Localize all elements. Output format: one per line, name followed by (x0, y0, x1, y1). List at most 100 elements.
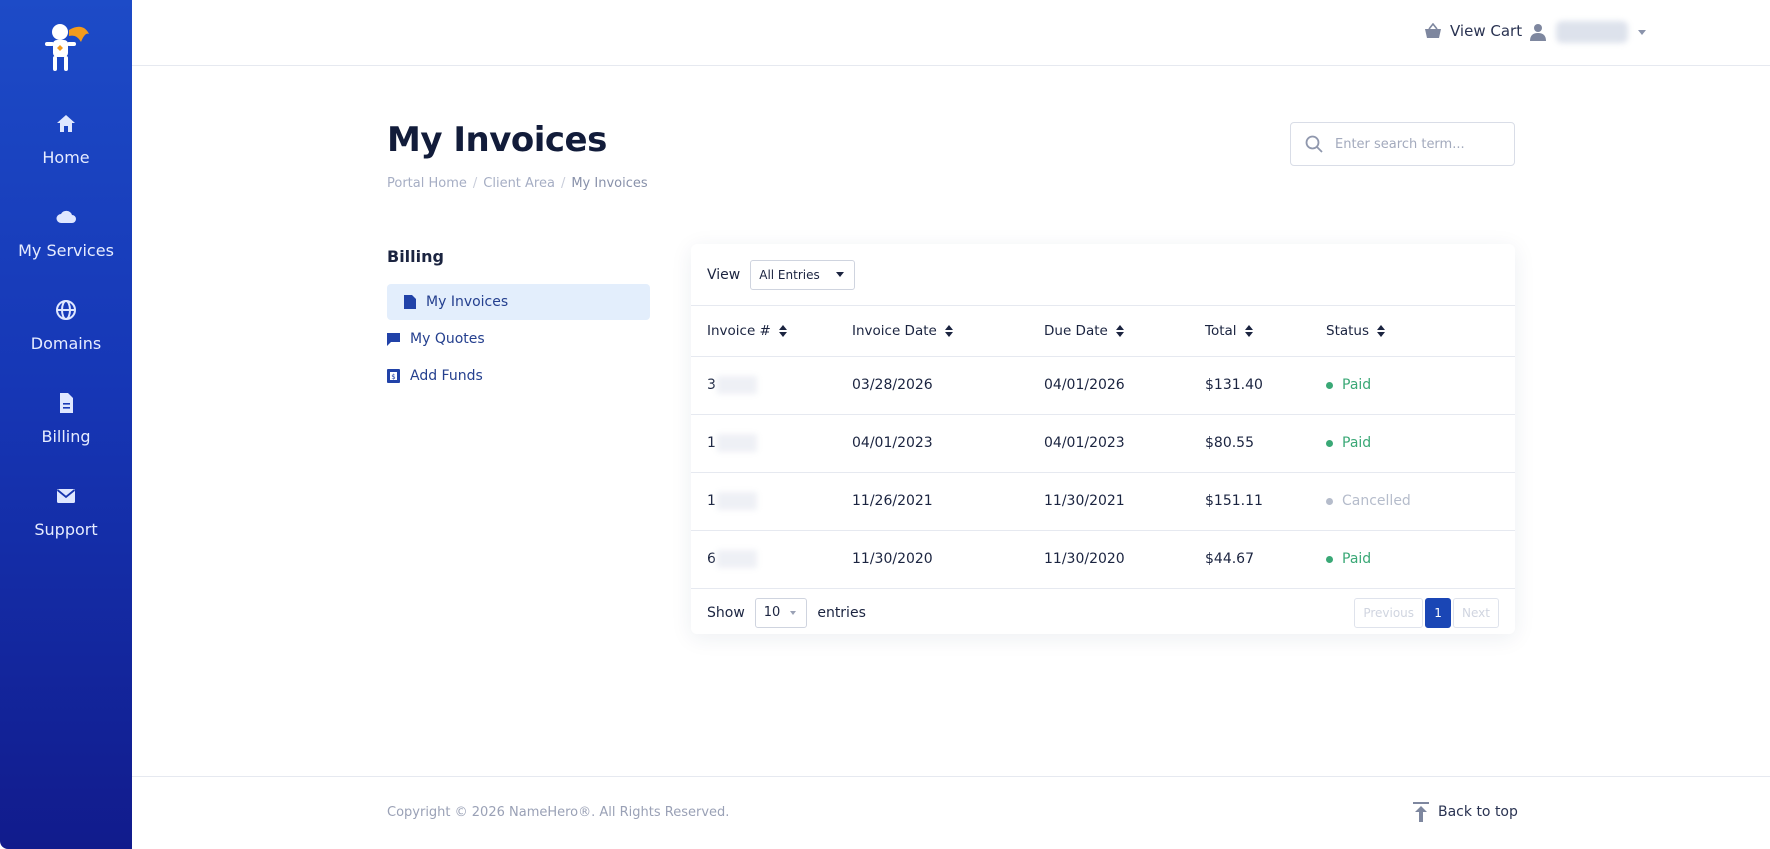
redacted-text (716, 376, 757, 394)
nav-home[interactable]: Home (0, 112, 132, 167)
invoice-date-cell: 04/01/2023 (852, 414, 1044, 473)
breadcrumb-client-area[interactable]: Client Area (483, 176, 555, 191)
page-footer: Copyright © 2026 NameHero®. All Rights R… (132, 776, 1770, 849)
nav-domains[interactable]: Domains (0, 298, 132, 353)
view-filter-select[interactable]: All Entries (750, 259, 855, 290)
table-row[interactable]: 6 11/30/2020 11/30/2020 $44.67 Paid (691, 530, 1515, 589)
status-badge: Paid (1326, 377, 1371, 393)
invoice-date-cell: 03/28/2026 (852, 356, 1044, 415)
billing-menu-my-invoices[interactable]: My Invoices (387, 284, 650, 320)
status-dot (1326, 555, 1333, 563)
table-row[interactable]: 3 03/28/2026 04/01/2026 $131.40 Paid (691, 356, 1515, 415)
pagination-previous-button[interactable]: Previous (1354, 597, 1424, 628)
billing-menu-label: My Invoices (426, 294, 509, 310)
user-menu[interactable] (1530, 21, 1646, 43)
sort-icon (1115, 324, 1124, 337)
search-icon (1305, 135, 1323, 153)
redacted-text (716, 550, 757, 568)
nav-billing[interactable]: Billing (0, 391, 132, 446)
invoice-number-cell: 6 (691, 530, 852, 589)
redacted-text (716, 492, 757, 510)
breadcrumb-separator: / (560, 176, 566, 191)
view-cart-label: View Cart (1450, 22, 1523, 40)
view-filter-value: All Entries (759, 267, 820, 282)
due-date-cell: 11/30/2020 (1044, 530, 1205, 589)
nav-support[interactable]: Support (0, 484, 132, 539)
namehero-logo[interactable] (43, 20, 93, 76)
sort-icon (944, 324, 953, 337)
nav-domains-label: Domains (30, 334, 102, 353)
status-cell: Cancelled (1326, 472, 1515, 531)
search-box[interactable] (1290, 122, 1515, 166)
view-filter-row: View All Entries (691, 244, 1515, 306)
copyright-text: Copyright © 2026 NameHero®. All Rights R… (387, 805, 730, 820)
nav-billing-label: Billing (41, 427, 91, 446)
envelope-icon (56, 489, 76, 503)
status-cell: Paid (1326, 530, 1515, 589)
user-name-redacted (1556, 21, 1628, 43)
chevron-down-icon (835, 272, 844, 277)
view-cart-link[interactable]: View Cart (1424, 22, 1522, 40)
invoice-date-cell: 11/30/2020 (852, 530, 1044, 589)
billing-menu-title: Billing (387, 247, 444, 266)
status-badge: Cancelled (1326, 493, 1411, 509)
redacted-text (716, 434, 757, 452)
billing-menu-add-funds[interactable]: $ Add Funds (387, 358, 650, 394)
total-cell: $44.67 (1205, 530, 1326, 589)
comment-icon (387, 332, 400, 346)
entries-label: entries (817, 604, 866, 621)
breadcrumb: Portal Home / Client Area / My Invoices (387, 176, 648, 191)
top-bar: View Cart (132, 0, 1770, 66)
table-header-row: Invoice # Invoice Date Due Date Total St… (691, 306, 1515, 357)
sort-icon (1244, 324, 1253, 337)
invoice-number-cell: 1 (691, 472, 852, 531)
view-label: View (707, 266, 741, 283)
breadcrumb-portal-home[interactable]: Portal Home (387, 176, 467, 191)
due-date-cell: 04/01/2026 (1044, 356, 1205, 415)
billing-menu-label: Add Funds (410, 368, 483, 384)
user-icon (1530, 24, 1546, 41)
billing-menu: My Invoices My Quotes $ Add Funds (387, 284, 650, 395)
svg-text:$: $ (391, 373, 395, 381)
back-to-top-label: Back to top (1438, 804, 1518, 820)
arrow-up-icon (1413, 802, 1429, 822)
status-cell: Paid (1326, 356, 1515, 415)
column-header-total[interactable]: Total (1205, 306, 1326, 357)
column-header-status[interactable]: Status (1326, 306, 1515, 357)
column-header-invoice-date[interactable]: Invoice Date (852, 306, 1044, 357)
invoice-number-cell: 3 (691, 356, 852, 415)
breadcrumb-current: My Invoices (571, 176, 648, 191)
breadcrumb-separator: / (472, 176, 478, 191)
pagination: Previous 1 Next (1354, 597, 1499, 628)
table-row[interactable]: 1 11/26/2021 11/30/2021 $151.11 Cancelle… (691, 472, 1515, 531)
column-header-invoice-number[interactable]: Invoice # (691, 306, 852, 357)
total-cell: $80.55 (1205, 414, 1326, 473)
back-to-top-link[interactable]: Back to top (1413, 802, 1518, 822)
sidebar: Home My Services Domains Billing Support (0, 0, 132, 849)
pagination-next-button[interactable]: Next (1453, 597, 1499, 628)
file-icon (404, 295, 416, 309)
pagination-page-button[interactable]: 1 (1425, 597, 1452, 628)
entries-per-page-select[interactable]: 10 (754, 597, 808, 628)
nav-my-services[interactable]: My Services (0, 205, 132, 260)
chevron-down-icon (790, 610, 797, 615)
sort-icon (778, 324, 787, 337)
column-header-due-date[interactable]: Due Date (1044, 306, 1205, 357)
invoice-number-cell: 1 (691, 414, 852, 473)
due-date-cell: 04/01/2023 (1044, 414, 1205, 473)
invoices-card: View All Entries Invoice # Invoice Date … (691, 244, 1515, 634)
table-row[interactable]: 1 04/01/2023 04/01/2023 $80.55 Paid (691, 414, 1515, 473)
billing-menu-my-quotes[interactable]: My Quotes (387, 321, 650, 357)
cloud-icon (56, 210, 76, 223)
nav-support-label: Support (34, 520, 98, 539)
total-cell: $131.40 (1205, 356, 1326, 415)
status-dot (1326, 439, 1333, 447)
nav-my-services-label: My Services (18, 241, 114, 260)
status-dot (1326, 497, 1333, 505)
invoices-table: Invoice # Invoice Date Due Date Total St… (691, 306, 1515, 589)
sort-icon (1377, 324, 1386, 337)
show-label: Show (707, 604, 745, 621)
table-footer: Show 10 entries Previous 1 Next (691, 589, 1515, 637)
search-input[interactable] (1335, 136, 1495, 152)
page-title: My Invoices (387, 120, 607, 160)
